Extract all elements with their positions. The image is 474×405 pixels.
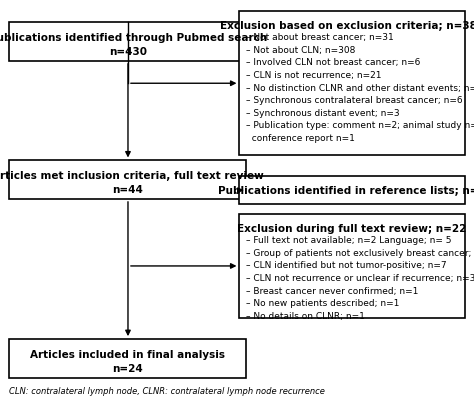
Text: n=24: n=24 [113,363,143,373]
Text: – Full text not available; n=2 Language; n= 5: – Full text not available; n=2 Language;… [246,236,452,245]
Bar [239,215,465,318]
Text: Publications identified through Pubmed search: Publications identified through Pubmed s… [0,33,267,43]
Text: – Publication type: comment n=2; animal study n=7;: – Publication type: comment n=2; animal … [246,121,474,130]
Bar [239,177,465,205]
Text: – Involved CLN not breast cancer; n=6: – Involved CLN not breast cancer; n=6 [246,58,421,67]
Text: – CLN not recurrence or unclear if recurrence; n=3: – CLN not recurrence or unclear if recur… [246,273,474,282]
Text: n=430: n=430 [109,47,147,57]
Text: – Breast cancer never confirmed; n=1: – Breast cancer never confirmed; n=1 [246,286,419,295]
Bar [9,161,246,199]
Text: – CLN is not recurrence; n=21: – CLN is not recurrence; n=21 [246,71,382,80]
Text: – Synchronous distant event; n=3: – Synchronous distant event; n=3 [246,109,400,117]
Text: – No distinction CLNR and other distant events; n=1: – No distinction CLNR and other distant … [246,83,474,92]
Bar [239,12,465,156]
Text: – No details on CLNR; n=1: – No details on CLNR; n=1 [246,311,365,320]
Text: Articles included in final analysis: Articles included in final analysis [30,349,226,359]
Text: – Synchronous contralateral breast cancer; n=6: – Synchronous contralateral breast cance… [246,96,463,105]
Text: Exclusion during full text review; n=22: Exclusion during full text review; n=22 [237,224,466,234]
Bar [9,339,246,377]
Text: – CLN identified but not tumor-positive; n=7: – CLN identified but not tumor-positive;… [246,261,447,270]
Text: – No new patients described; n=1: – No new patients described; n=1 [246,298,400,307]
Text: Publications identified in reference lists; n=2: Publications identified in reference lis… [218,186,474,196]
Text: Articles met inclusion criteria, full text review: Articles met inclusion criteria, full te… [0,171,264,181]
Bar [9,23,246,62]
Text: – Not about CLN; n=308: – Not about CLN; n=308 [246,46,356,55]
Text: Exclusion based on exclusion criteria; n=386: Exclusion based on exclusion criteria; n… [220,21,474,31]
Text: n=44: n=44 [112,185,144,195]
Text: – Group of patients not exclusively breast cancer; n=2: – Group of patients not exclusively brea… [246,248,474,257]
Text: conference report n=1: conference report n=1 [246,134,356,143]
Text: CLN: contralateral lymph node, CLNR: contralateral lymph node recurrence: CLN: contralateral lymph node, CLNR: con… [9,386,325,395]
Text: – Not about breast cancer; n=31: – Not about breast cancer; n=31 [246,33,394,42]
